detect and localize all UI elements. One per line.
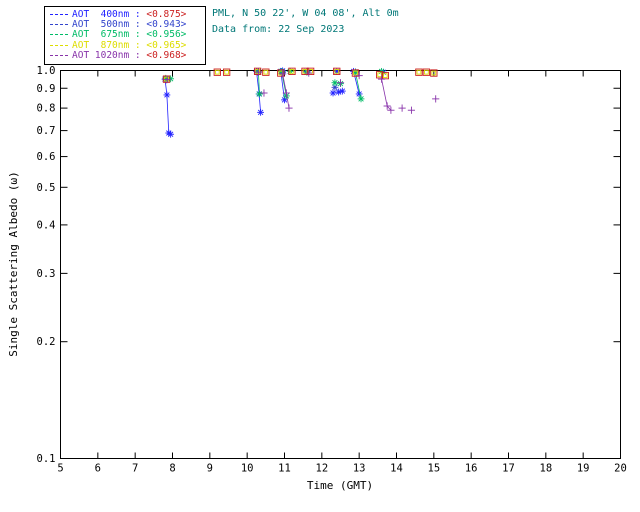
data-point xyxy=(398,104,406,112)
x-tick-label: 14 xyxy=(390,463,403,475)
axes-layer: 5 6 7 8 9 10 11 12 13 14 15 16 17 18 19 20 0.1 0.2 0.3 0.4 0… xyxy=(37,65,627,475)
legend-label: AOT 870nm : xyxy=(72,39,147,51)
date-info: Data from: 22 Sep 2023 xyxy=(212,24,345,35)
data-point xyxy=(253,67,262,75)
legend-mean-value: <0.875> xyxy=(146,8,187,20)
x-tick-label: 13 xyxy=(353,463,366,475)
x-axis-title: Time (GMT) xyxy=(307,479,373,492)
x-tick-label: 19 xyxy=(577,463,590,475)
legend-row-2: AOT 500nm : <0.943> xyxy=(49,19,201,31)
data-point xyxy=(329,89,337,97)
data-point xyxy=(262,68,270,76)
data-point xyxy=(377,75,386,83)
legend-row-3: AOT 675nm : <0.956> xyxy=(49,29,201,41)
data-point xyxy=(301,67,309,75)
station-info: PML, N 50 22', W 04 08', Alt 0m xyxy=(212,8,399,19)
legend-label: AOT 675nm : xyxy=(72,29,147,41)
y-tick-label: 0.1 xyxy=(37,453,56,465)
legend-row-1: AOT 400nm : <0.875> xyxy=(49,8,201,20)
data-point xyxy=(387,106,395,114)
y-tick-label: 0.8 xyxy=(37,103,56,115)
y-axis-title: Single Scattering Albedo (ω) xyxy=(7,171,20,356)
y-tick-label: 0.7 xyxy=(37,125,56,137)
y-tick-label: 0.2 xyxy=(37,336,56,348)
legend-mean-value: <0.965> xyxy=(146,39,187,51)
x-tick-label: 8 xyxy=(169,463,175,475)
data-point xyxy=(213,68,221,76)
x-tick-label: 15 xyxy=(428,463,441,475)
data-point xyxy=(305,69,313,77)
legend-line-sample-icon xyxy=(50,13,68,15)
legend: AOT 400nm : <0.875> AOT 500nm : <0.943> AO… xyxy=(44,6,206,65)
data-point xyxy=(165,129,173,137)
plot-frame xyxy=(60,70,621,459)
data-point xyxy=(282,89,290,97)
legend-line-sample-icon xyxy=(50,34,68,36)
data-point xyxy=(333,67,341,75)
legend-mean-value: <0.968> xyxy=(146,50,187,62)
x-tick-label: 18 xyxy=(540,463,553,475)
data-point xyxy=(430,69,438,77)
data-point xyxy=(222,68,231,76)
x-tick-label: 7 xyxy=(132,463,138,475)
x-tick-label: 16 xyxy=(465,463,478,475)
data-point xyxy=(163,91,171,99)
data-point xyxy=(432,95,440,103)
data-point xyxy=(257,108,265,116)
y-tick-label: 1.0 xyxy=(37,65,56,77)
data-point xyxy=(333,67,341,75)
data-point xyxy=(383,102,391,110)
legend-label: AOT 1020nm : xyxy=(72,50,147,62)
data-point xyxy=(285,104,293,112)
legend-row-4: AOT 870nm : <0.965> xyxy=(49,39,201,51)
y-tick-label: 0.3 xyxy=(37,268,56,280)
data-point xyxy=(336,79,345,87)
y-tick-label: 0.5 xyxy=(37,182,56,194)
x-tick-label: 11 xyxy=(278,463,291,475)
legend-line-sample-icon xyxy=(50,55,68,57)
data-point xyxy=(167,130,175,138)
data-point xyxy=(357,95,365,103)
data-point xyxy=(331,83,339,91)
legend-mean-value: <0.956> xyxy=(146,29,187,41)
legend-line-sample-icon xyxy=(50,24,68,26)
data-point xyxy=(355,72,363,80)
data-layer xyxy=(161,67,440,138)
series-aot-1020nm xyxy=(163,68,440,114)
y-tick-label: 0.4 xyxy=(37,219,56,231)
series-line xyxy=(164,79,170,134)
legend-row-5: AOT 1020nm : <0.968> xyxy=(49,50,201,62)
data-point xyxy=(415,68,423,76)
x-tick-label: 12 xyxy=(316,463,329,475)
data-point xyxy=(256,90,263,98)
x-tick-label: 17 xyxy=(502,463,515,475)
x-tick-label: 20 xyxy=(614,463,627,475)
legend-line-sample-icon xyxy=(50,44,68,46)
y-tick-label: 0.9 xyxy=(37,83,56,95)
data-point xyxy=(422,68,431,76)
legend-rows: AOT 400nm : <0.875> AOT 500nm : <0.943> AO… xyxy=(49,9,201,61)
data-point xyxy=(381,71,389,80)
data-point xyxy=(288,67,296,75)
data-point xyxy=(407,106,416,114)
x-tick-label: 10 xyxy=(241,463,254,475)
data-point xyxy=(260,89,268,97)
data-point xyxy=(279,70,287,78)
x-tick-label: 9 xyxy=(207,463,213,475)
data-point xyxy=(338,87,346,95)
y-tick-label: 0.6 xyxy=(37,151,56,163)
data-point xyxy=(163,75,171,84)
x-tick-label: 5 xyxy=(57,463,63,475)
series-aot-400nm xyxy=(161,67,387,138)
data-point xyxy=(376,71,384,79)
data-point xyxy=(351,69,360,77)
legend-label: AOT 500nm : xyxy=(72,19,147,31)
legend-label: AOT 400nm : xyxy=(72,8,147,20)
x-tick-label: 6 xyxy=(95,463,101,475)
data-point xyxy=(254,68,262,76)
legend-mean-value: <0.943> xyxy=(146,19,187,31)
